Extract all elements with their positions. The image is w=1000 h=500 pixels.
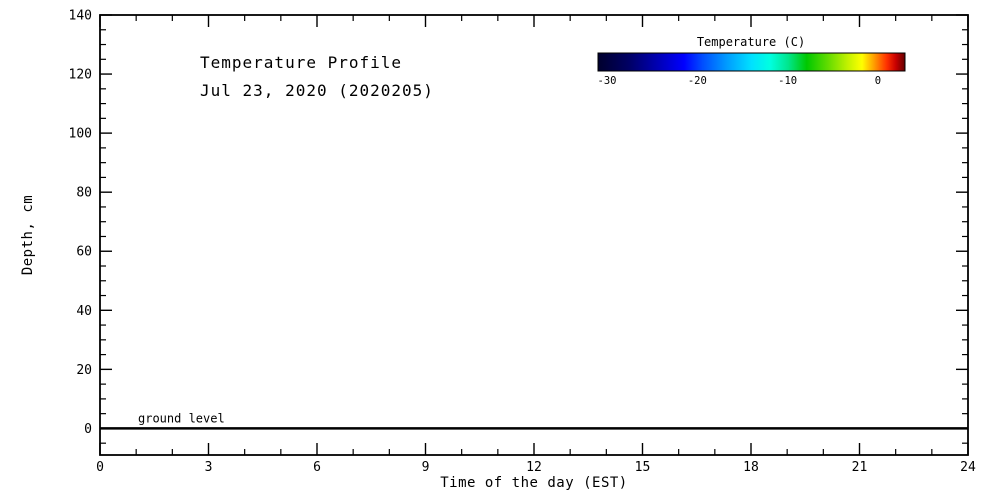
colorbar-tick-label: -20 <box>688 75 707 87</box>
y-tick-label: 60 <box>76 245 92 260</box>
x-tick-label: 24 <box>960 460 976 475</box>
colorbar-tick-label: -10 <box>778 75 797 87</box>
x-tick-label: 18 <box>743 460 759 475</box>
x-tick-label: 0 <box>96 460 104 475</box>
axis-ticks: 0 3 6 9 12 15 18 21 24 0 20 40 60 80 100 120 140 <box>69 9 976 476</box>
x-tick-label: 6 <box>313 460 321 475</box>
chart-title-line1: Temperature Profile <box>200 53 402 72</box>
y-tick-label: 140 <box>69 9 92 24</box>
y-tick-label: 0 <box>84 422 92 437</box>
y-tick-label: 80 <box>76 186 92 201</box>
x-axis-label: Time of the day (EST) <box>440 475 628 491</box>
ground-level: ground level <box>100 411 968 430</box>
colorbar-title: Temperature (C) <box>697 35 805 49</box>
colorbar-tick-label: -30 <box>598 75 617 87</box>
x-tick-label: 12 <box>526 460 542 475</box>
colorbar-gradient <box>597 52 906 72</box>
y-tick-label: 100 <box>69 127 92 142</box>
y-tick-label: 40 <box>76 304 92 319</box>
colorbar: Temperature (C) -30 -20 -10 0 <box>597 35 906 87</box>
y-tick-label: 120 <box>69 68 92 83</box>
x-tick-label: 3 <box>205 460 213 475</box>
plot-border <box>99 14 969 456</box>
ground-level-label: ground level <box>138 411 225 425</box>
colorbar-tick-label: 0 <box>875 75 881 87</box>
x-tick-label: 9 <box>422 460 430 475</box>
colorbar-tick-labels: -30 -20 -10 0 <box>598 75 882 87</box>
x-tick-label: 21 <box>852 460 868 475</box>
y-axis-label: Depth, cm <box>20 195 36 275</box>
y-tick-label: 20 <box>76 363 92 378</box>
x-tick-label: 15 <box>635 460 651 475</box>
chart-title-line2: Jul 23, 2020 (2020205) <box>200 81 434 100</box>
